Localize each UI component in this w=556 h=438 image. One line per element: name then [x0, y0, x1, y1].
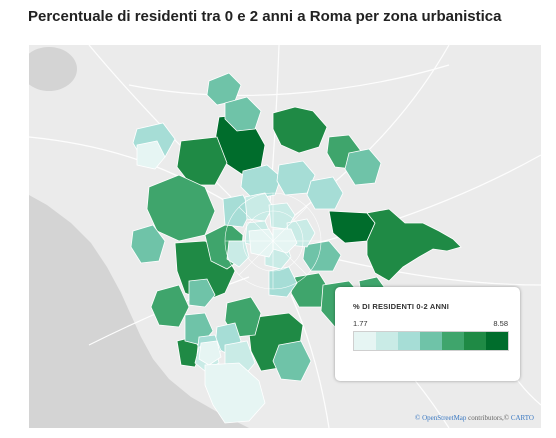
choropleth-map[interactable] — [29, 45, 541, 428]
legend-color-scale — [353, 331, 509, 351]
legend-min-value: 1.77 — [353, 319, 368, 328]
sea-area — [29, 195, 249, 428]
map-canvas[interactable] — [29, 45, 541, 428]
openstreetmap-link[interactable]: © OpenStreetMap — [415, 414, 467, 422]
legend-swatch-1 — [354, 332, 376, 350]
legend-title: % DI RESIDENTI 0-2 ANNI — [353, 302, 450, 311]
zones-class-3[interactable] — [132, 122, 344, 362]
legend-swatch-6 — [464, 332, 486, 350]
zones-class-4[interactable] — [130, 72, 382, 382]
lake-bracciano — [29, 47, 77, 91]
map-attribution: © OpenStreetMap contributors,© CARTO — [415, 414, 534, 422]
zone-boundaries — [224, 192, 322, 290]
legend-panel: % DI RESIDENTI 0-2 ANNI 1.77 8.58 — [335, 287, 520, 381]
attribution-text: contributors,© — [468, 414, 510, 422]
map-title: Percentuale di residenti tra 0 e 2 anni … — [28, 8, 502, 25]
legend-max-value: 8.58 — [493, 319, 508, 328]
carto-link[interactable]: CARTO — [510, 414, 534, 422]
legend-swatch-7 — [486, 332, 508, 350]
legend-swatch-3 — [398, 332, 420, 350]
legend-swatch-4 — [420, 332, 442, 350]
legend-swatch-5 — [442, 332, 464, 350]
legend-swatch-2 — [376, 332, 398, 350]
